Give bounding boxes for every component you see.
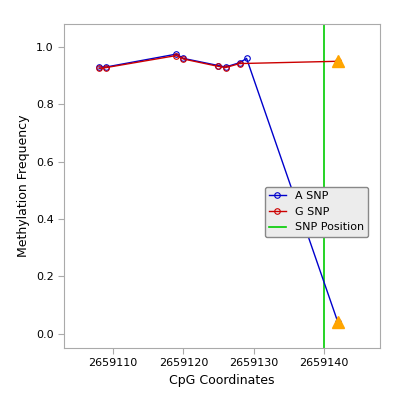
Line: G SNP: G SNP — [96, 53, 341, 71]
G SNP — [174, 53, 179, 58]
A SNP — [104, 65, 108, 70]
A SNP — [216, 63, 221, 68]
G SNP — [97, 66, 102, 71]
A SNP — [181, 56, 186, 61]
A SNP — [244, 56, 249, 61]
G SNP — [216, 64, 221, 69]
Y-axis label: Methylation Frequency: Methylation Frequency — [17, 115, 30, 257]
A SNP — [237, 60, 242, 65]
A SNP — [174, 52, 179, 56]
X-axis label: CpG Coordinates: CpG Coordinates — [169, 374, 275, 387]
A SNP — [336, 320, 340, 324]
G SNP — [336, 59, 340, 64]
Legend: A SNP, G SNP, SNP Position: A SNP, G SNP, SNP Position — [264, 187, 368, 237]
A SNP — [97, 65, 102, 70]
G SNP — [181, 56, 186, 61]
Line: A SNP: A SNP — [96, 51, 341, 325]
G SNP — [223, 65, 228, 70]
G SNP — [237, 61, 242, 66]
G SNP — [104, 65, 108, 70]
A SNP — [223, 65, 228, 70]
